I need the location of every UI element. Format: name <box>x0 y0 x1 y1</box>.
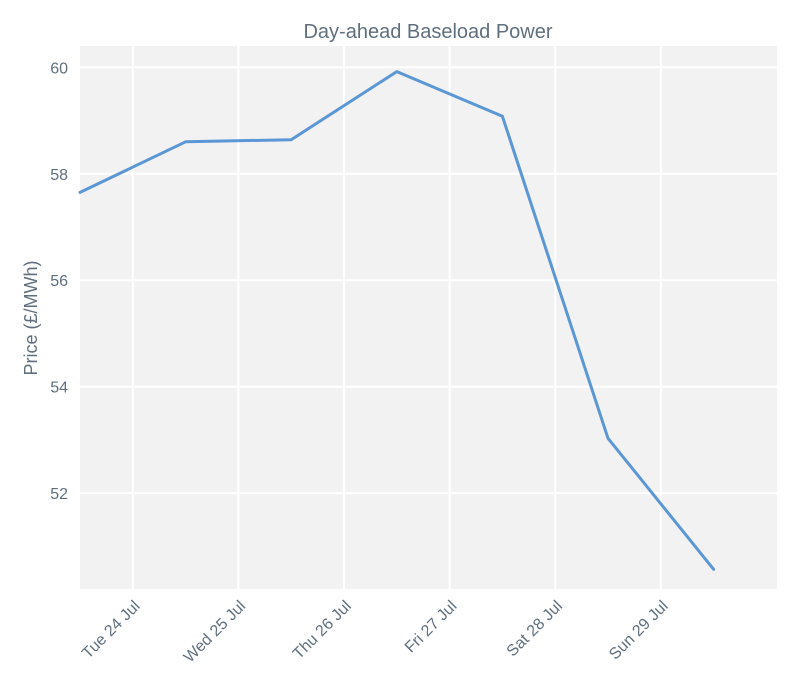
x-tick-labels: Tue 24 Jul Wed 25 Jul Thu 26 Jul Fri 27 Jul… <box>79 598 671 666</box>
x-tick-label: Fri 27 Jul <box>402 598 461 657</box>
y-tick-label: 56 <box>50 273 68 290</box>
chart-title: Day-ahead Baseload Power <box>303 21 552 43</box>
y-tick-label: 54 <box>50 380 68 397</box>
series-layer <box>78 70 716 571</box>
y-tick-label: 60 <box>50 60 68 77</box>
x-gridlines <box>131 46 662 589</box>
y-axis-label: Price (£/MWh) <box>21 260 41 375</box>
x-tick-label: Thu 26 Jul <box>290 598 355 663</box>
series-line <box>78 70 716 571</box>
y-tick-label: 52 <box>50 486 68 503</box>
plot-area <box>80 46 777 589</box>
x-tick-label: Wed 25 Jul <box>181 598 249 666</box>
x-tick-label: Sun 29 Jul <box>606 598 671 663</box>
y-tick-labels: 52 54 56 58 60 <box>50 60 68 503</box>
x-tick-label: Tue 24 Jul <box>79 598 143 662</box>
x-tick-label: Sat 28 Jul <box>504 598 566 660</box>
y-tick-label: 58 <box>50 167 68 184</box>
